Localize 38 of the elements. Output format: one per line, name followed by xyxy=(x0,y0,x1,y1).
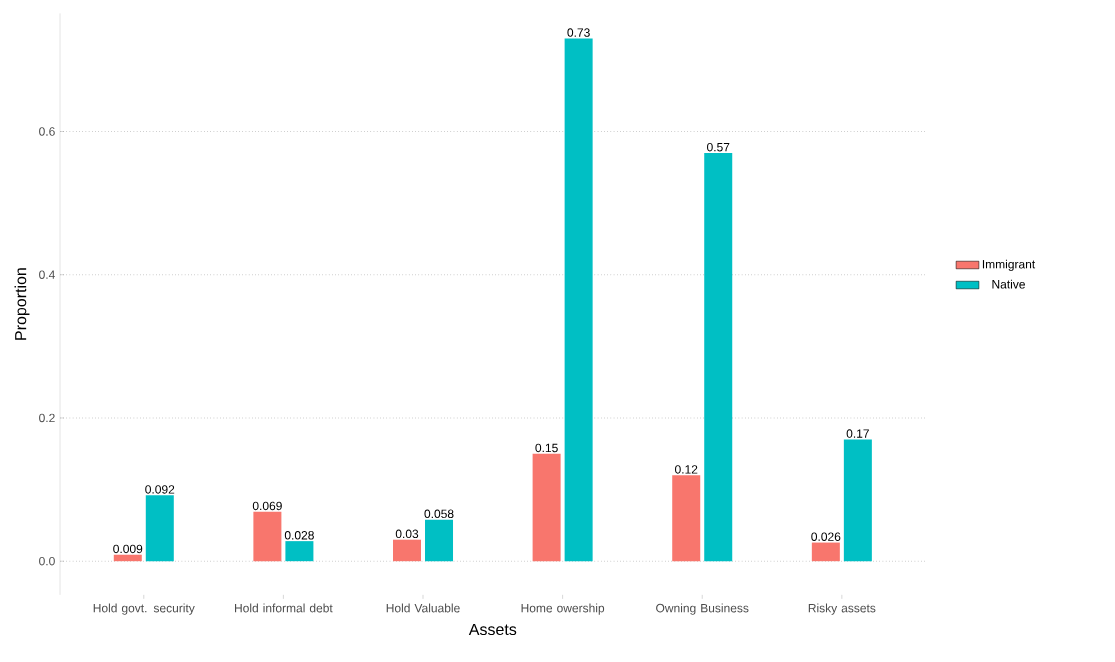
y-tick-label: 0.0 xyxy=(39,557,55,566)
bar xyxy=(145,495,174,562)
x-tick-label: Hold govt. security xyxy=(93,603,195,615)
y-tick-label: 0.4 xyxy=(39,270,55,280)
x-tick-label: Hold informal debt xyxy=(235,603,333,613)
legend-label: Native xyxy=(992,279,1025,289)
data-label: 0.03 xyxy=(395,529,419,539)
bar xyxy=(672,475,701,562)
bar xyxy=(564,38,593,562)
bar xyxy=(285,541,314,562)
data-label: 0.17 xyxy=(846,429,869,439)
x-tick-label: Owning Business xyxy=(656,603,749,615)
data-label: 0.092 xyxy=(145,485,175,494)
x-axis-title: Assets xyxy=(468,624,517,636)
y-axis-title: Proportion xyxy=(14,268,30,340)
y-tick-label: 0.2 xyxy=(39,413,55,423)
bar xyxy=(393,539,422,562)
x-tick-label: Hold Valuable xyxy=(386,603,460,613)
legend-label: Immigrant xyxy=(982,259,1036,272)
y-tick-label: 0.6 xyxy=(39,127,55,136)
bar xyxy=(811,542,840,562)
bar xyxy=(843,439,872,562)
bar xyxy=(532,454,561,562)
bar xyxy=(253,512,282,562)
data-label: 0.57 xyxy=(707,143,730,152)
bar xyxy=(704,153,733,562)
data-label: 0.009 xyxy=(113,544,143,554)
data-label: 0.026 xyxy=(811,532,841,542)
data-label: 0.73 xyxy=(567,28,590,38)
data-label: 0.069 xyxy=(252,501,282,511)
data-label: 0.028 xyxy=(284,531,314,540)
data-label: 0.12 xyxy=(675,465,698,474)
x-tick-label: Risky assets xyxy=(808,603,876,615)
data-label: 0.058 xyxy=(424,509,454,519)
bar xyxy=(425,519,454,562)
data-label: 0.15 xyxy=(535,443,558,453)
bar xyxy=(113,554,142,562)
x-tick-label: Home owership xyxy=(521,603,605,615)
